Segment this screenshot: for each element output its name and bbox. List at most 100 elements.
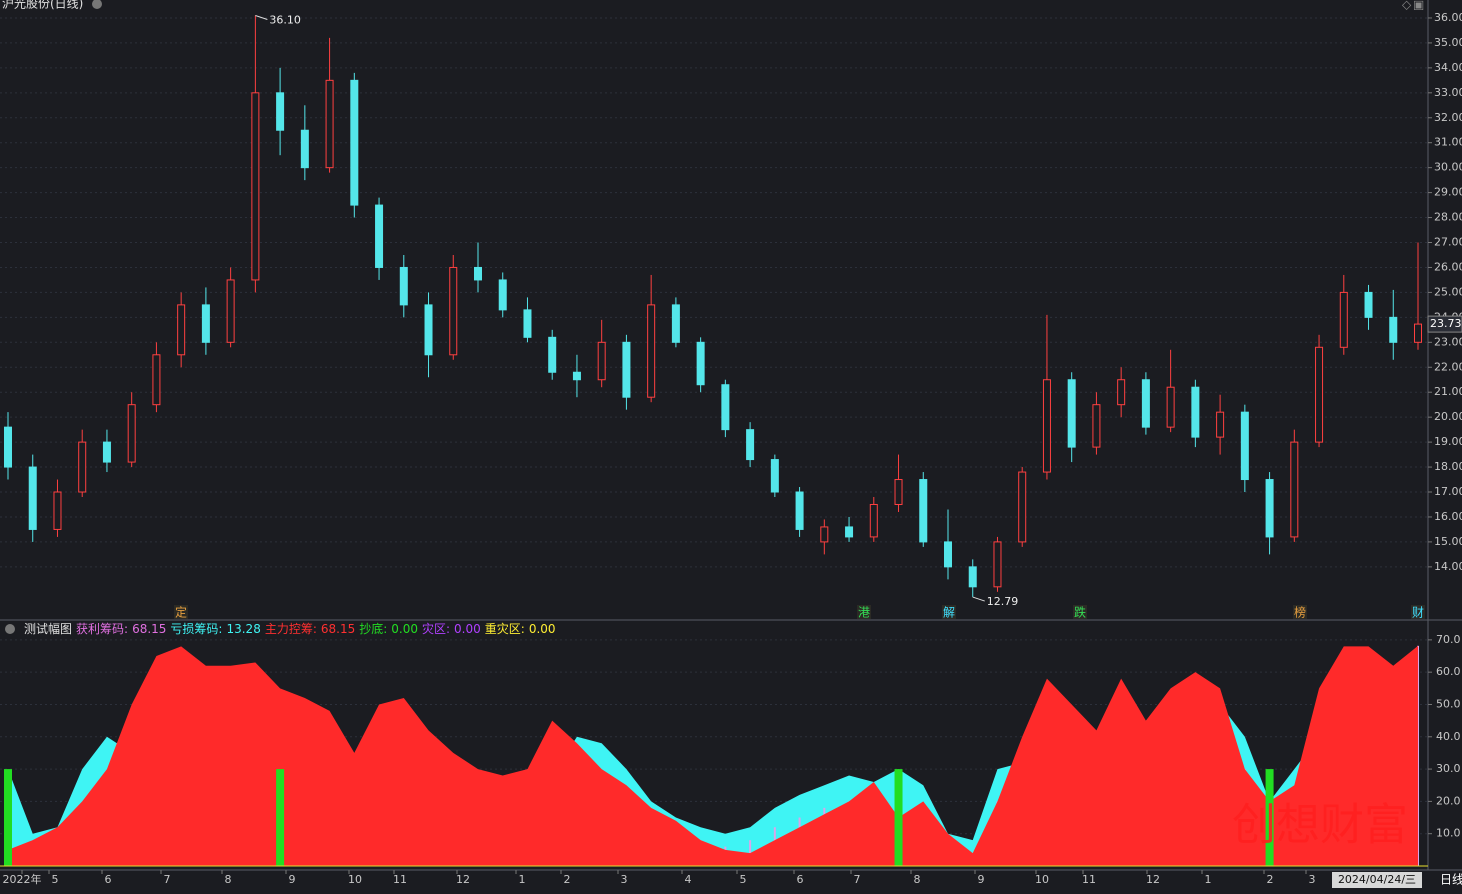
candle	[1389, 289, 1398, 360]
x-tick-label: 5	[740, 873, 747, 886]
candle-body	[1240, 411, 1249, 481]
x-tick-label: 2	[564, 873, 571, 886]
candle-body	[375, 204, 384, 268]
indicator-menu-icon[interactable]	[5, 624, 15, 634]
candle	[869, 496, 878, 542]
indicator-title: 测试幅图	[24, 621, 72, 636]
candle	[201, 287, 210, 355]
candle	[795, 487, 804, 537]
event-marker-bg	[1073, 605, 1087, 619]
menu-icon[interactable]	[92, 0, 102, 9]
y-tick-label: 20.00	[1434, 410, 1462, 423]
x-tick-label: 9	[289, 873, 296, 886]
event-marker: 解	[943, 606, 955, 620]
y-tick-label: 30.0	[1436, 762, 1461, 775]
y-tick-label: 50.0	[1436, 697, 1461, 710]
candle-body	[919, 479, 928, 543]
y-tick-label: 20.0	[1436, 794, 1461, 807]
legend-name: 抄底:	[359, 621, 387, 636]
candle	[449, 254, 458, 360]
y-tick-label: 70.0	[1436, 633, 1461, 646]
x-tick-label: 5	[52, 873, 59, 886]
candle-body	[4, 426, 12, 468]
candle	[1042, 314, 1051, 480]
candle-body	[350, 79, 359, 206]
high-arrow	[255, 14, 268, 20]
candle	[1067, 372, 1076, 463]
x-tick-label: 7	[854, 873, 861, 886]
x-tick-label: 10	[1035, 873, 1049, 886]
legend-name: 亏损筹码:	[170, 622, 222, 636]
candle	[1414, 242, 1422, 350]
legend-name: 重灾区:	[485, 621, 525, 636]
candle	[1290, 429, 1299, 542]
candle-body	[968, 566, 977, 588]
candle	[474, 242, 482, 293]
x-tick-label: 11	[1082, 873, 1096, 886]
y-tick-label: 34.00	[1434, 61, 1462, 74]
x-tick-label: 8	[914, 873, 921, 886]
candle-body	[696, 341, 705, 386]
candle	[102, 429, 111, 473]
legend-name: 获利筹码:	[76, 622, 128, 636]
candle-body	[102, 441, 111, 463]
candle-body	[424, 304, 433, 356]
candle	[325, 37, 334, 173]
candle	[845, 516, 854, 542]
diamond-icon[interactable]: ◇	[1402, 0, 1412, 12]
candle-body	[399, 266, 408, 306]
y-tick-label: 25.00	[1434, 285, 1462, 298]
y-tick-label: 14.00	[1434, 560, 1462, 573]
candle	[770, 454, 779, 497]
candle-body	[1018, 471, 1027, 543]
high-label: 36.10	[269, 13, 301, 26]
candle-body	[845, 526, 854, 538]
candle-body	[1389, 316, 1398, 343]
y-tick-label: 60.0	[1436, 665, 1461, 678]
event-marker: 榜	[1294, 605, 1306, 620]
y-tick-label: 32.00	[1434, 111, 1462, 124]
candle-body	[820, 526, 829, 543]
candle	[127, 392, 136, 468]
bottom-signal-bar	[4, 769, 12, 866]
candle-body	[474, 266, 482, 281]
event-marker-bg	[1293, 605, 1307, 619]
watermark: 创想财富	[1232, 800, 1408, 851]
candle-body	[1290, 441, 1299, 538]
event-marker-bg	[1411, 605, 1425, 619]
date-label: 2024/04/24/三	[1338, 873, 1416, 886]
candle	[399, 254, 408, 318]
candle-body	[1042, 379, 1051, 473]
candle-body	[449, 266, 458, 356]
candle	[1117, 367, 1126, 418]
candle-body	[276, 92, 285, 131]
settings-icon[interactable]: ▣	[1413, 0, 1424, 12]
candle	[424, 292, 433, 378]
candle	[1092, 392, 1101, 455]
candle	[597, 319, 606, 388]
y-tick-label: 31.00	[1434, 136, 1462, 149]
candle	[746, 422, 755, 468]
x-tick-label: 6	[797, 873, 804, 886]
x-tick-label: 2022年	[3, 872, 42, 886]
x-tick-label: 2	[1267, 873, 1274, 886]
candle	[78, 429, 87, 497]
candle-body	[1216, 411, 1225, 438]
y-tick-label: 23.00	[1434, 335, 1462, 348]
legend-name: 主力控筹:	[265, 622, 317, 636]
candle-body	[548, 336, 557, 373]
x-tick-label: 8	[225, 873, 232, 886]
y-tick-label: 17.00	[1434, 485, 1462, 498]
candle-body	[622, 341, 631, 398]
legend-value: 13.28	[226, 622, 260, 636]
y-tick-label: 40.0	[1436, 730, 1461, 743]
event-marker: 港	[858, 606, 870, 620]
candle-body	[1092, 404, 1101, 448]
candle-body	[78, 441, 87, 493]
candle	[1315, 334, 1324, 448]
y-tick-label: 36.00	[1434, 11, 1462, 24]
y-tick-label: 35.00	[1434, 36, 1462, 49]
legend-value: 0.00	[391, 622, 418, 636]
candle	[968, 559, 977, 598]
candle	[300, 105, 309, 181]
